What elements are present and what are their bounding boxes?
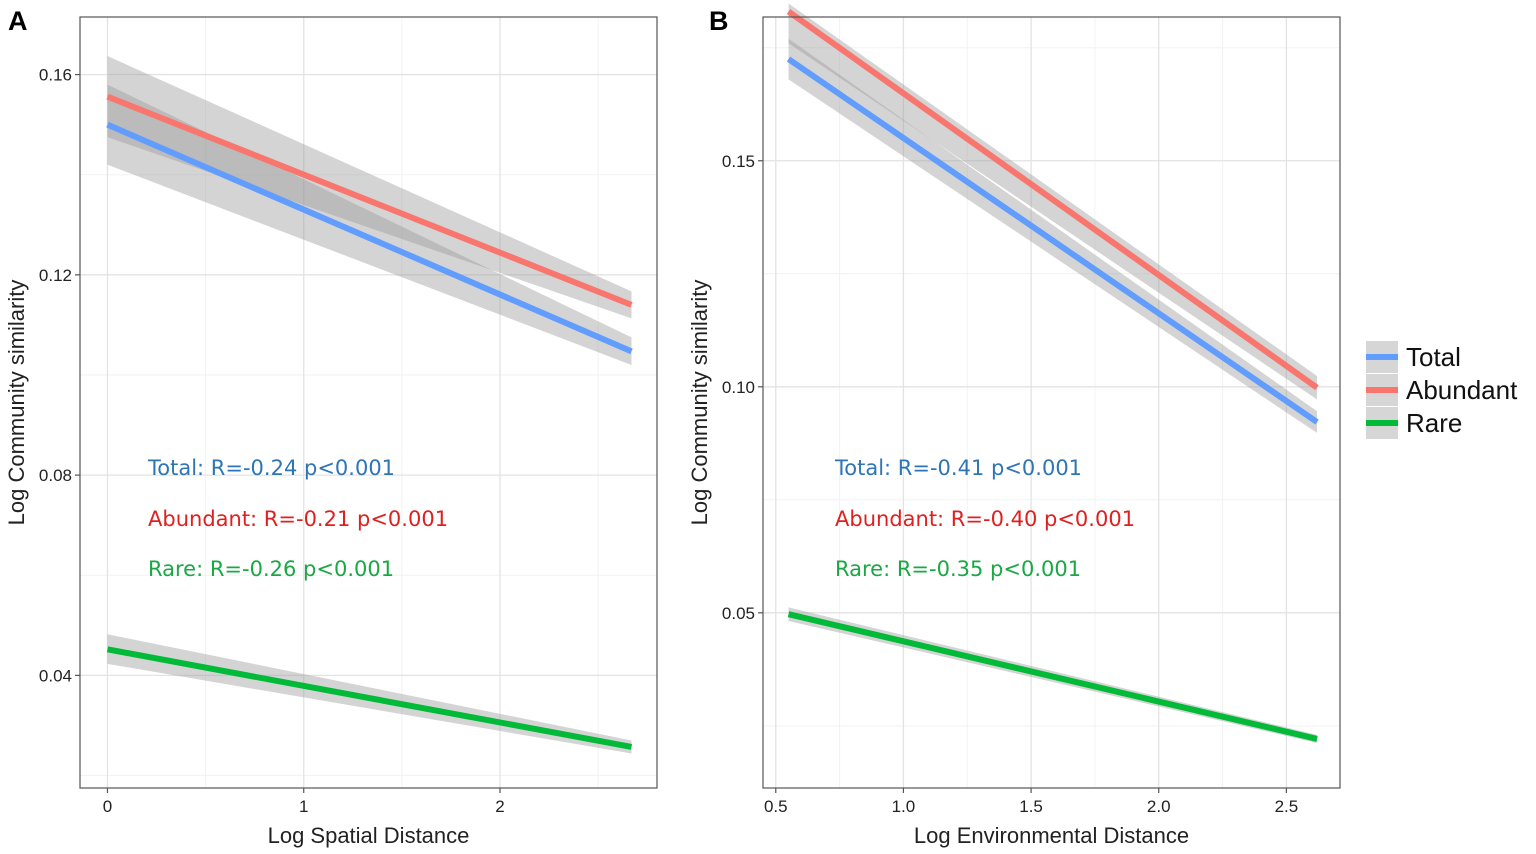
y-tick-label: 0.12 (39, 266, 72, 285)
plot-background (763, 17, 1340, 788)
panel-b: B 0.5 1.0 1.5 2.0 2.5 0.05 0.10 0.15 Log Environ… (687, 3, 1341, 848)
x-tick-label: 0 (103, 797, 112, 816)
regression-line-abundant (786, 9, 1319, 391)
x-tick-label: 0.5 (764, 797, 788, 816)
annotation-total: Total: R=-0.24 p<0.001 (147, 456, 395, 480)
panel-a-letter: A (8, 6, 28, 36)
x-tick-label: 1.5 (1019, 797, 1043, 816)
y-axis-title: Log Community similarity (687, 280, 712, 526)
x-axis-title: Log Spatial Distance (268, 823, 470, 848)
panel-border (79, 16, 658, 789)
annotation-rare: Rare: R=-0.35 p<0.001 (835, 557, 1081, 581)
annotation-abundant: Abundant: R=-0.40 p<0.001 (835, 507, 1135, 531)
y-tick-label: 0.16 (39, 66, 72, 85)
panel-border (762, 16, 1341, 789)
regression-line-abundant (106, 93, 633, 308)
annotation-rare: Rare: R=-0.26 p<0.001 (148, 557, 394, 581)
y-tick-label: 0.04 (39, 666, 72, 685)
legend-label-total: Total (1406, 342, 1461, 372)
y-tick-label: 0.05 (722, 604, 755, 623)
legend-label-rare: Rare (1406, 408, 1462, 438)
regression-line-rare (106, 646, 633, 750)
x-tick-label: 1 (299, 797, 308, 816)
regression-line-total (786, 56, 1319, 425)
annotation-total: Total: R=-0.41 p<0.001 (834, 456, 1082, 480)
x-tick-label: 2.5 (1275, 797, 1299, 816)
x-tick-label: 1.0 (892, 797, 916, 816)
y-tick-label: 0.15 (722, 152, 755, 171)
x-tick-label: 2 (495, 797, 504, 816)
panel-a: A 0 1 2 0.04 0.08 0.12 0.16 Log Spatial Distanc… (4, 6, 658, 848)
x-tick-label: 2.0 (1147, 797, 1171, 816)
x-axis-title: Log Environmental Distance (914, 823, 1189, 848)
panel-b-letter: B (709, 6, 729, 36)
y-axis-title: Log Community similarity (4, 280, 29, 526)
legend-label-abundant: Abundant (1406, 375, 1518, 405)
regression-line-rare (787, 611, 1318, 742)
y-tick-label: 0.10 (722, 378, 755, 397)
annotation-abundant: Abundant: R=-0.21 p<0.001 (148, 507, 448, 531)
legend: Total Abundant Rare (1366, 341, 1518, 439)
regression-line-total (106, 121, 633, 355)
y-tick-label: 0.08 (39, 466, 72, 485)
